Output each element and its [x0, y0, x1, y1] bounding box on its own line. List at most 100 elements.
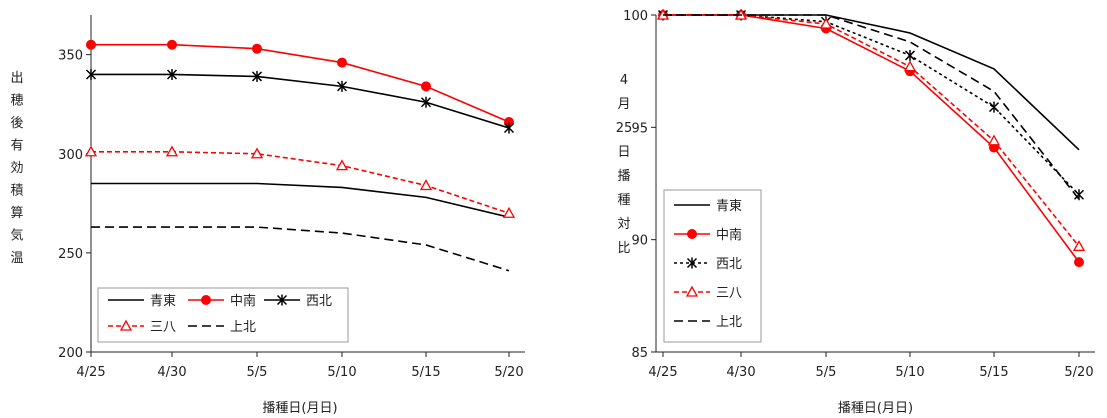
- data-point: [987, 134, 1001, 146]
- x-tick-label: 5/10: [327, 365, 356, 380]
- x-axis-title: 播種日(月日): [838, 400, 913, 416]
- x-tick-label: 5/20: [1064, 365, 1093, 380]
- legend-box: [663, 189, 762, 343]
- y-tick-label: 350: [58, 49, 83, 64]
- series-2: [86, 39, 514, 128]
- svg-text:月: 月: [617, 97, 630, 112]
- svg-text:比: 比: [617, 241, 630, 256]
- series-line: [663, 14, 1080, 200]
- legend-label: 西北: [716, 257, 742, 272]
- data-point: [419, 179, 433, 191]
- legend-item: 上北: [188, 320, 256, 335]
- x-tick-label: 5/15: [979, 365, 1008, 380]
- svg-text:4: 4: [620, 73, 628, 88]
- legend-label: 上北: [230, 320, 256, 335]
- series-5: [91, 226, 510, 272]
- series-4: [84, 145, 516, 218]
- y-tick-label: 200: [58, 346, 83, 361]
- svg-text:対: 対: [617, 217, 630, 232]
- y-tick-label: 250: [58, 247, 83, 262]
- legend-label: 中南: [230, 293, 256, 309]
- svg-text:積: 積: [10, 184, 23, 199]
- y-tick-label: 95: [631, 121, 648, 136]
- data-point: [903, 60, 917, 72]
- data-point: [988, 101, 1000, 113]
- svg-text:算: 算: [10, 206, 23, 221]
- series-line: [91, 150, 510, 214]
- x-tick-label: 4/30: [726, 365, 755, 380]
- y-tick-label: 90: [631, 234, 648, 249]
- x-tick-label: 4/25: [648, 365, 677, 380]
- chart-2: 85 90 95 100 4/25 4/30 5/5 5/10 5/15 5/20 播種日(月日) 4…: [616, 8, 1095, 416]
- data-point: [336, 80, 348, 92]
- data-point: [84, 145, 98, 157]
- svg-text:種: 種: [617, 192, 630, 208]
- x-tick-label: 5/10: [895, 365, 924, 380]
- legend-item: 三八: [108, 319, 176, 335]
- legend-label: 青東: [150, 293, 176, 309]
- legend-item: 西北: [264, 294, 332, 309]
- data-point: [421, 81, 431, 92]
- data-point: [337, 57, 347, 68]
- y-tick-label: 85: [631, 346, 648, 361]
- legend-box: [97, 287, 349, 343]
- series-line: [91, 182, 510, 218]
- series-line: [663, 14, 1080, 196]
- legend-marker: [119, 319, 133, 331]
- svg-text:日: 日: [617, 145, 630, 160]
- legend-marker: [687, 229, 697, 239]
- data-point: [335, 159, 349, 171]
- svg-text:温: 温: [10, 251, 23, 266]
- legend-marker: [685, 285, 699, 297]
- data-point: [166, 68, 178, 80]
- series-line: [91, 43, 510, 123]
- data-point: [502, 206, 516, 218]
- legend-label: 西北: [306, 294, 332, 309]
- series-5: [663, 14, 1080, 200]
- series-line: [91, 226, 510, 272]
- legend-label: 三八: [150, 320, 176, 335]
- legend-item: 中南: [674, 227, 742, 243]
- x-axis-title: 播種日(月日): [262, 400, 337, 416]
- x-tick-label: 5/15: [411, 365, 440, 380]
- data-point: [167, 39, 177, 50]
- legend-item: 三八: [674, 285, 742, 301]
- data-point: [503, 122, 515, 134]
- data-point: [251, 70, 263, 82]
- data-point: [420, 96, 432, 108]
- y-tick-label: 100: [623, 9, 648, 24]
- svg-text:有: 有: [10, 139, 23, 154]
- svg-text:播: 播: [617, 169, 630, 184]
- series-3: [85, 68, 515, 134]
- series-line: [91, 73, 510, 129]
- data-point: [819, 17, 833, 29]
- legend-marker: [686, 257, 698, 269]
- svg-text:出: 出: [10, 71, 23, 86]
- x-tick-label: 5/5: [247, 365, 268, 380]
- legend-marker: [276, 294, 288, 306]
- legend-label: 中南: [716, 227, 742, 243]
- data-point: [85, 68, 97, 80]
- data-point: [250, 147, 264, 159]
- legend-item: 上北: [674, 315, 742, 330]
- svg-text:効: 効: [10, 161, 23, 176]
- legend-item: 西北: [674, 257, 742, 272]
- x-tick-label: 4/25: [76, 365, 105, 380]
- x-tick-label: 5/5: [816, 365, 837, 380]
- data-point: [1072, 240, 1086, 252]
- legend-marker: [201, 295, 211, 305]
- data-point: [86, 39, 96, 50]
- data-point: [1074, 257, 1084, 268]
- data-point: [252, 43, 262, 54]
- legend-label: 青東: [716, 198, 742, 214]
- y-tick-label: 300: [58, 148, 83, 163]
- legend-item: 青東: [674, 198, 742, 214]
- svg-text:気: 気: [10, 228, 23, 244]
- data-point: [904, 49, 916, 61]
- svg-text:後: 後: [10, 116, 23, 131]
